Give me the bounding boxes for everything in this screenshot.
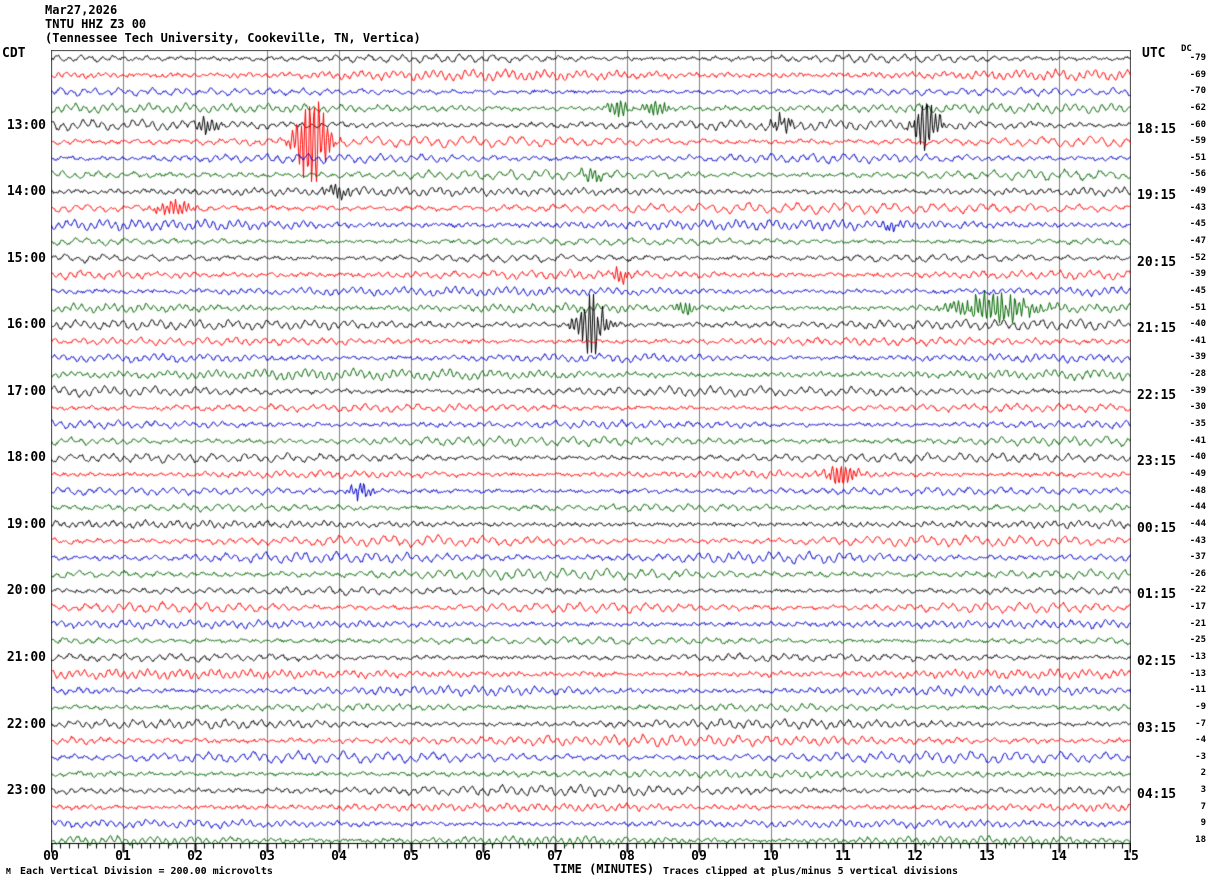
left-timezone-label: CDT xyxy=(2,46,26,61)
x-tick-label: 12 xyxy=(907,849,923,864)
dc-offset-value: -40 xyxy=(1189,319,1206,330)
dc-offset-value: -45 xyxy=(1189,285,1206,296)
utc-hour-label: 18:15 xyxy=(1137,121,1177,137)
dc-offset-value: -39 xyxy=(1189,269,1206,280)
dc-offset-value: -60 xyxy=(1189,119,1206,130)
x-tick-label: 01 xyxy=(115,849,131,864)
x-tick-label: 14 xyxy=(1051,849,1067,864)
dc-offset-value: -79 xyxy=(1189,53,1206,63)
seismogram-canvas xyxy=(51,50,1131,856)
dc-offset-value: -3 xyxy=(1195,751,1206,762)
dc-offset-value: -7 xyxy=(1195,718,1206,729)
utc-hour-label: 23:15 xyxy=(1137,454,1177,470)
dc-offset-value: -9 xyxy=(1195,701,1206,712)
dc-offset-value: -69 xyxy=(1189,69,1206,80)
cdt-hour-label: 23:00 xyxy=(6,783,46,799)
dc-offset-value: 7 xyxy=(1200,801,1206,812)
x-tick-label: 03 xyxy=(259,849,275,864)
cdt-hour-label: 21:00 xyxy=(6,649,46,665)
x-tick-label: 09 xyxy=(691,849,707,864)
x-tick-label: 08 xyxy=(619,849,635,864)
utc-hour-label: 01:15 xyxy=(1137,587,1177,603)
dc-offset-value: -21 xyxy=(1189,618,1206,629)
dc-offset-value: -28 xyxy=(1189,369,1206,380)
dc-offset-value: 18 xyxy=(1195,835,1206,845)
dc-offset-value: -13 xyxy=(1189,668,1206,679)
utc-hour-label: 03:15 xyxy=(1137,720,1177,736)
clip-note: Traces clipped at plus/minus 5 vertical … xyxy=(663,866,959,877)
dc-offset-value: -44 xyxy=(1189,518,1206,529)
dc-offset-value: -17 xyxy=(1189,602,1206,613)
scale-note: Each Vertical Division = 200.00 microvol… xyxy=(20,866,273,877)
utc-hour-label: 04:15 xyxy=(1137,787,1177,803)
right-timezone-label: UTC xyxy=(1142,46,1166,61)
x-tick-label: 15 xyxy=(1123,849,1139,864)
x-tick-label: 07 xyxy=(547,849,563,864)
dc-offset-value: 9 xyxy=(1200,818,1206,829)
dc-offset-value: -70 xyxy=(1189,86,1206,97)
dc-offset-value: -62 xyxy=(1189,102,1206,113)
utc-hour-label: 21:15 xyxy=(1137,321,1177,337)
dc-offset-value: -51 xyxy=(1189,302,1206,313)
dc-offset-value: 3 xyxy=(1200,785,1206,796)
dc-offset-value: -44 xyxy=(1189,502,1206,513)
x-tick-label: 13 xyxy=(979,849,995,864)
x-tick-label: 00 xyxy=(43,849,59,864)
utc-hour-label: 22:15 xyxy=(1137,387,1177,403)
dc-offset-value: -37 xyxy=(1189,552,1206,563)
header-location: (Tennessee Tech University, Cookeville, … xyxy=(45,31,421,45)
x-tick-label: 06 xyxy=(475,849,491,864)
x-tick-label: 04 xyxy=(331,849,347,864)
dc-offset-value: -25 xyxy=(1189,635,1206,646)
dc-offset-value: -35 xyxy=(1189,419,1206,430)
dc-offset-value: -49 xyxy=(1189,468,1206,479)
dc-offset-value: -45 xyxy=(1189,219,1206,230)
dc-offset-header: DC xyxy=(1181,44,1192,54)
x-tick-label: 11 xyxy=(835,849,851,864)
cdt-hour-label: 20:00 xyxy=(6,583,46,599)
cdt-hour-label: 14:00 xyxy=(6,184,46,200)
cdt-hour-label: 13:00 xyxy=(6,117,46,133)
x-tick-label: 10 xyxy=(763,849,779,864)
utc-hour-label: 00:15 xyxy=(1137,520,1177,536)
dc-offset-value: -43 xyxy=(1189,202,1206,213)
cdt-hour-label: 22:00 xyxy=(6,716,46,732)
dc-offset-value: -48 xyxy=(1189,485,1206,496)
dc-offset-value: -26 xyxy=(1189,568,1206,579)
dc-offset-value: -39 xyxy=(1189,385,1206,396)
utc-hour-label: 20:15 xyxy=(1137,254,1177,270)
dc-offset-value: -52 xyxy=(1189,252,1206,263)
cdt-hour-label: 15:00 xyxy=(6,250,46,266)
dc-offset-value: 2 xyxy=(1200,768,1206,779)
dc-offset-value: -49 xyxy=(1189,186,1206,197)
utc-hour-label: 02:15 xyxy=(1137,653,1177,669)
header-date: Mar27,2026 xyxy=(45,3,118,17)
dc-offset-value: -4 xyxy=(1195,735,1206,746)
dc-offset-value: -41 xyxy=(1189,335,1206,346)
cdt-hour-label: 16:00 xyxy=(6,317,46,333)
dc-offset-value: -22 xyxy=(1189,585,1206,596)
watermark-glyph: M xyxy=(6,867,11,876)
cdt-hour-label: 17:00 xyxy=(6,383,46,399)
dc-offset-value: -11 xyxy=(1189,685,1206,696)
cdt-hour-label: 19:00 xyxy=(6,516,46,532)
x-tick-label: 02 xyxy=(187,849,203,864)
dc-offset-value: -39 xyxy=(1189,352,1206,363)
dc-offset-value: -43 xyxy=(1189,535,1206,546)
dc-offset-value: -51 xyxy=(1189,152,1206,163)
dc-offset-value: -40 xyxy=(1189,452,1206,463)
dc-offset-value: -56 xyxy=(1189,169,1206,180)
dc-offset-value: -47 xyxy=(1189,236,1206,247)
x-tick-label: 05 xyxy=(403,849,419,864)
dc-offset-value: -13 xyxy=(1189,651,1206,662)
x-axis-title: TIME (MINUTES) xyxy=(553,862,655,876)
dc-offset-value: -30 xyxy=(1189,402,1206,413)
utc-hour-label: 19:15 xyxy=(1137,188,1177,204)
cdt-hour-label: 18:00 xyxy=(6,450,46,466)
dc-offset-value: -41 xyxy=(1189,435,1206,446)
dc-offset-value: -59 xyxy=(1189,136,1206,147)
header-station: TNTU HHZ Z3 00 xyxy=(45,17,147,31)
